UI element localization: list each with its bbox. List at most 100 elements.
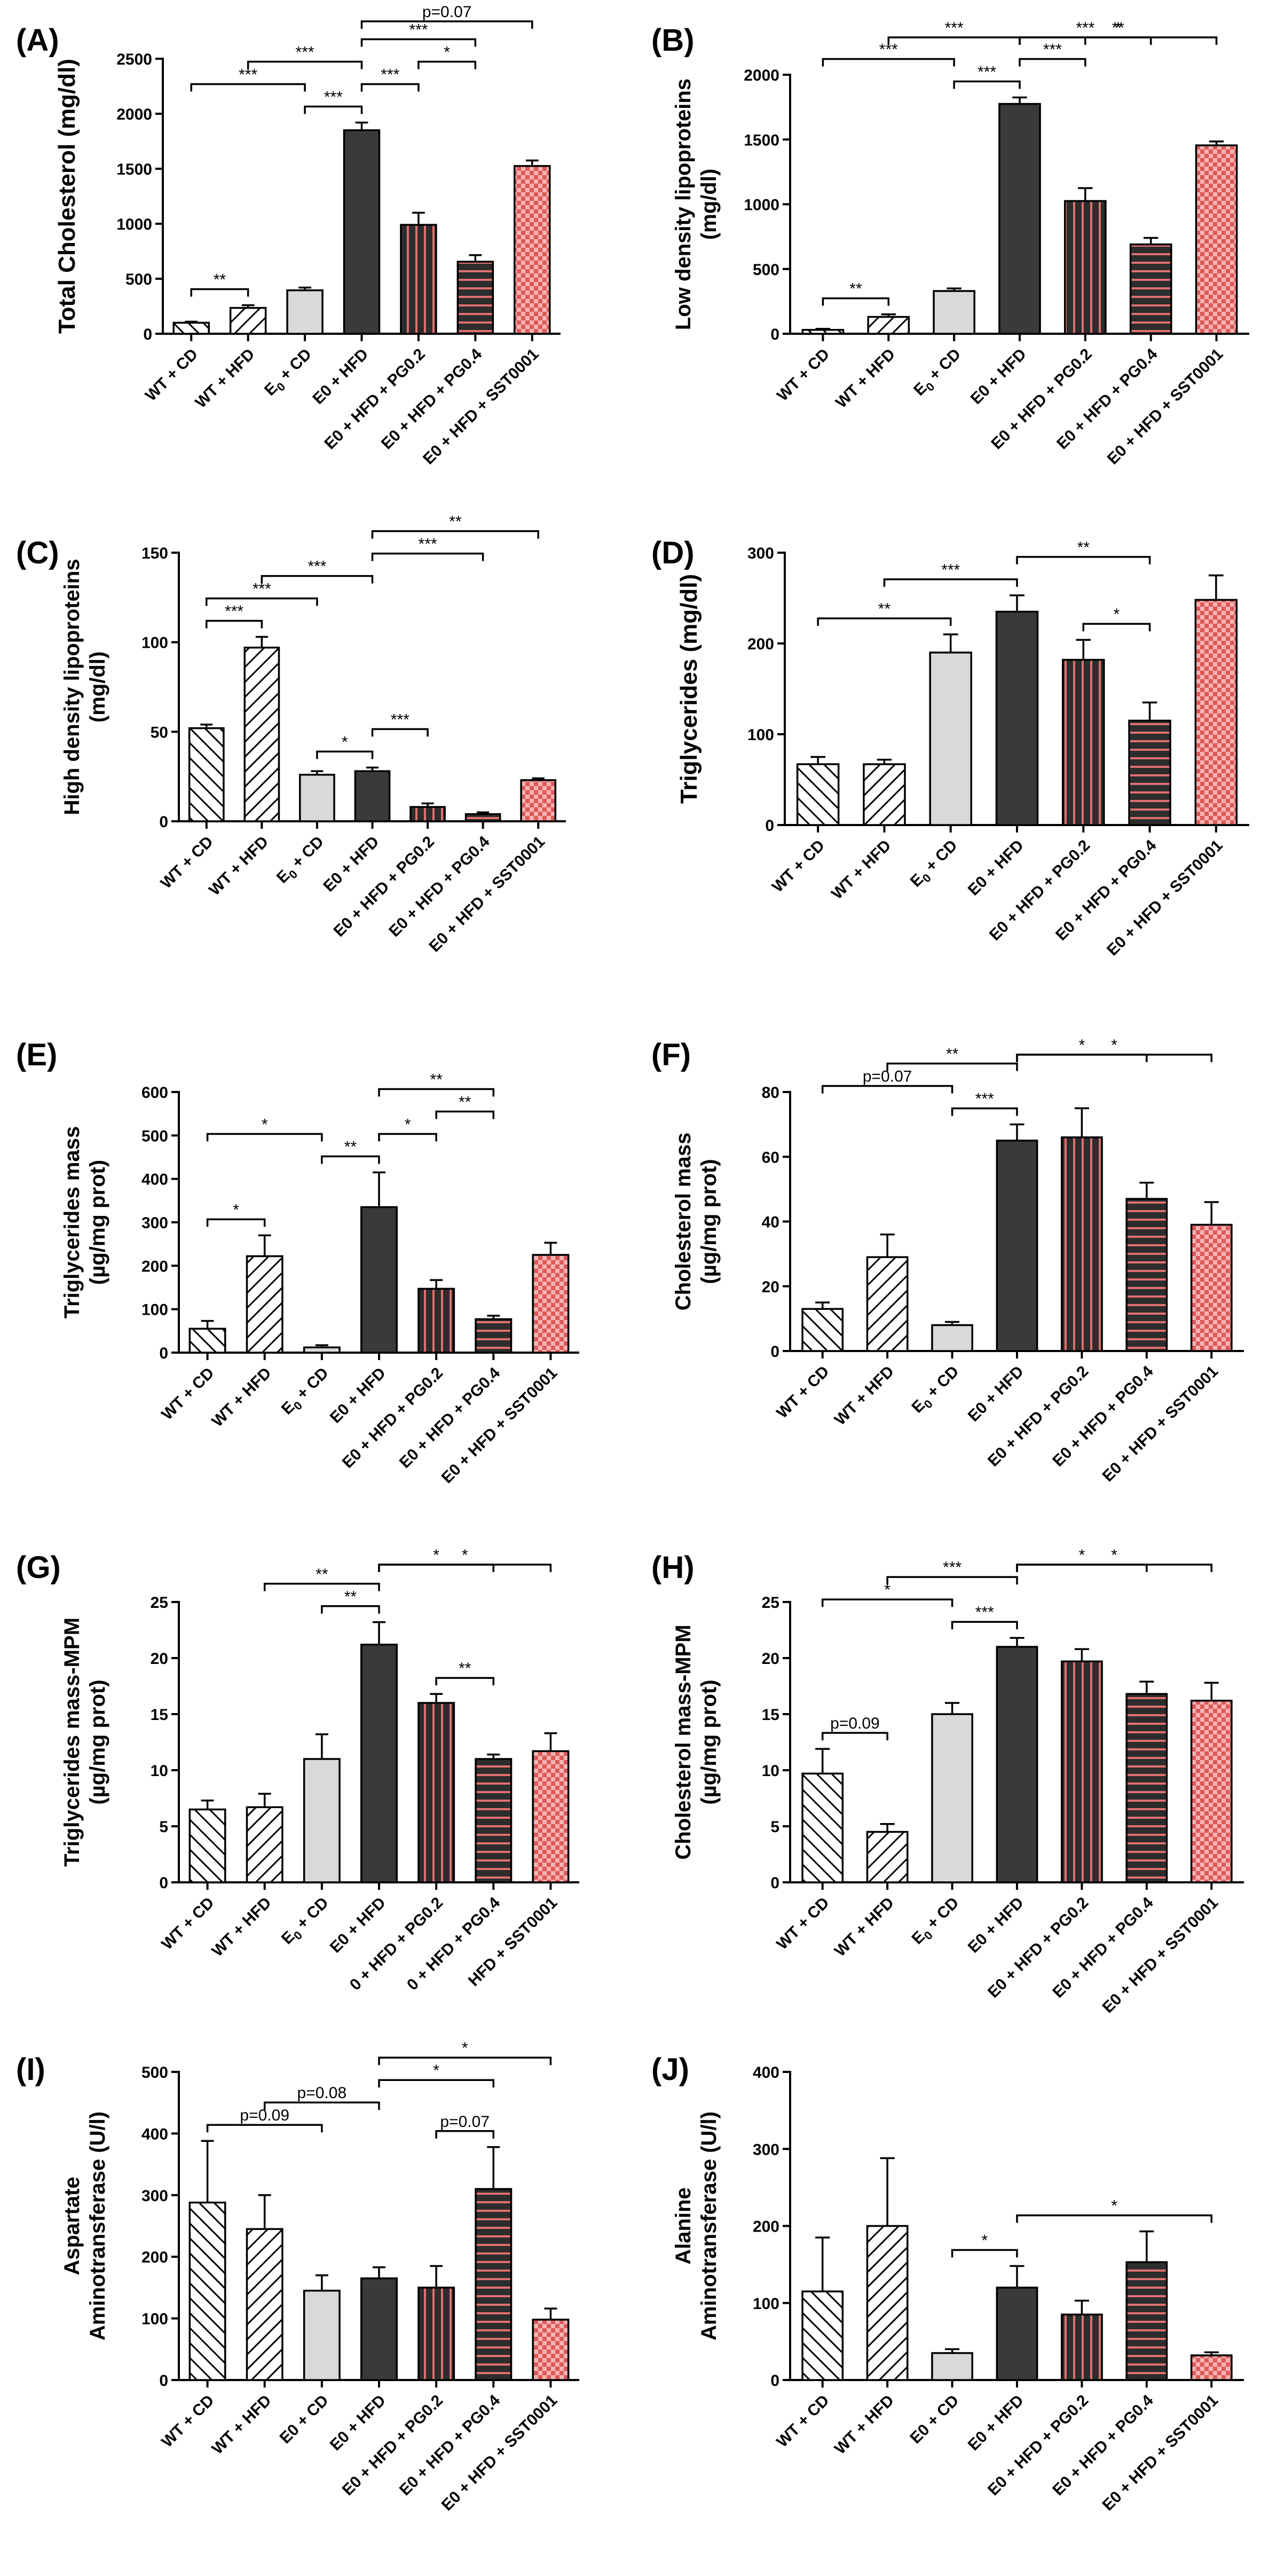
y-tick-label: 200 xyxy=(141,2249,168,2266)
significance-bracket xyxy=(886,1062,1018,1071)
x-tick-label: E0 + HFD + SST0001 xyxy=(438,1364,561,1487)
panel-label: (F) xyxy=(651,1038,691,1072)
significance-bracket xyxy=(247,60,363,69)
significance-label: *** xyxy=(225,603,243,621)
significance-label: * xyxy=(233,1201,239,1219)
bar-c-3 xyxy=(354,770,391,822)
significance-label: * xyxy=(1111,2197,1117,2215)
x-tick-label: E0 + CD xyxy=(909,1894,965,1950)
y-tick-label: 80 xyxy=(762,1084,779,1102)
y-tick-label: 50 xyxy=(151,724,168,741)
bar-h-3 xyxy=(996,1646,1038,1883)
x-tick-label: E0 + CD xyxy=(907,837,963,893)
significance-label: *** xyxy=(941,561,960,579)
y-tick-label: 200 xyxy=(753,2218,779,2236)
x-tick-label: WT + CD xyxy=(774,1894,833,1953)
bar-f-1 xyxy=(866,1256,909,1352)
x-tick-label: WT + HFD xyxy=(206,833,272,899)
significance-bracket xyxy=(316,750,374,759)
bar-g-6 xyxy=(532,1750,570,1883)
y-axis-label: Alanine xyxy=(672,2187,695,2264)
bar-g-5 xyxy=(475,1758,513,1883)
significance-label: p=0.07 xyxy=(440,2113,490,2131)
x-tick-label: E0 + CD xyxy=(277,2392,332,2447)
bar-c-5 xyxy=(464,813,501,822)
y-tick-label: 200 xyxy=(747,635,774,653)
bar-a-2 xyxy=(286,289,324,335)
significance-bracket xyxy=(190,288,249,297)
bar-b-1 xyxy=(867,316,910,335)
bar-f-6 xyxy=(1190,1223,1233,1352)
x-tick-label: WT + CD xyxy=(157,833,217,892)
significance-bracket xyxy=(1084,36,1152,45)
x-tick-label: E0 + HFD + SST0001 xyxy=(420,345,542,468)
y-tick-label: 2000 xyxy=(116,106,152,123)
x-tick-label: E0 + HFD + SST0001 xyxy=(1099,2392,1222,2515)
bar-i-0 xyxy=(188,2201,226,2381)
bar-j-6 xyxy=(1190,2354,1233,2381)
y-tick-label: 1000 xyxy=(116,216,152,233)
significance-label: ** xyxy=(344,1588,357,1606)
y-axis-label: Triglycerides mass xyxy=(60,1126,84,1318)
x-tick-label: WT + CD xyxy=(158,1364,217,1424)
significance-label: *** xyxy=(324,88,343,106)
bar-j-3 xyxy=(996,2287,1038,2381)
significance-bracket xyxy=(886,1576,1018,1585)
bar-g-0 xyxy=(188,1808,226,1883)
significance-label: *** xyxy=(381,66,399,83)
significance-bracket xyxy=(1016,1564,1213,1572)
significance-bracket xyxy=(883,578,1018,587)
x-tick-label: E0 + HFD + SST0001 xyxy=(1104,345,1227,468)
y-tick-label: 1500 xyxy=(744,131,779,149)
y-tick-label: 400 xyxy=(753,2064,779,2082)
x-tick-label: E0 + CD xyxy=(261,345,317,402)
y-tick-label: 25 xyxy=(151,1594,168,1612)
bar-j-0 xyxy=(801,2290,844,2381)
significance-bracket xyxy=(206,619,263,629)
bar-d-3 xyxy=(995,610,1039,826)
significance-label: p=0.08 xyxy=(297,2084,347,2102)
significance-bracket xyxy=(321,1605,380,1614)
y-axis-label: Triglycerides mass-MPM xyxy=(60,1617,84,1867)
y-tick-label: 0 xyxy=(143,326,152,343)
significance-label: * xyxy=(433,1546,439,1564)
bar-d-2 xyxy=(929,651,972,826)
significance-label: *** xyxy=(943,1559,961,1576)
significance-bracket xyxy=(435,1677,495,1686)
bar-a-5 xyxy=(456,261,494,335)
x-tick-label: E0 + HFD xyxy=(965,1894,1027,1957)
significance-label: p=0.07 xyxy=(422,3,472,21)
bar-b-5 xyxy=(1129,243,1172,335)
y-tick-label: 1000 xyxy=(744,197,779,214)
y-tick-label: 20 xyxy=(151,1650,168,1668)
significance-bracket xyxy=(378,2079,495,2088)
significance-label: * xyxy=(444,43,450,61)
bar-c-4 xyxy=(409,806,446,822)
x-tick-label: E0 + HFD xyxy=(965,837,1027,899)
bar-h-6 xyxy=(1190,1700,1233,1883)
x-tick-label: WT + CD xyxy=(769,837,828,896)
bar-d-1 xyxy=(863,763,906,826)
y-tick-label: 400 xyxy=(141,1171,168,1189)
x-tick-label: E0 + CD xyxy=(278,1364,334,1420)
x-tick-label: 0 + HFD + PG0.4 xyxy=(400,1894,503,1997)
significance-label: ** xyxy=(344,1138,357,1156)
significance-bracket xyxy=(360,38,477,47)
significance-label: *** xyxy=(945,19,964,37)
y-tick-label: 40 xyxy=(762,1214,779,1231)
bar-e-4 xyxy=(417,1287,455,1354)
x-tick-label: WT + HFD xyxy=(831,2392,897,2458)
y-tick-label: 15 xyxy=(762,1706,779,1724)
significance-bracket xyxy=(435,1110,495,1119)
significance-label: *** xyxy=(419,536,437,553)
significance-label: *** xyxy=(409,21,428,38)
x-tick-label: E0 + HFD + PG0.2 xyxy=(330,833,438,940)
panel-label: (G) xyxy=(16,1550,61,1585)
y-tick-label: 20 xyxy=(762,1278,779,1296)
bar-g-3 xyxy=(360,1644,398,1883)
significance-bracket xyxy=(190,83,306,92)
bar-a-1 xyxy=(229,307,267,335)
bar-a-4 xyxy=(400,224,437,335)
significance-label: ** xyxy=(459,1660,471,1677)
